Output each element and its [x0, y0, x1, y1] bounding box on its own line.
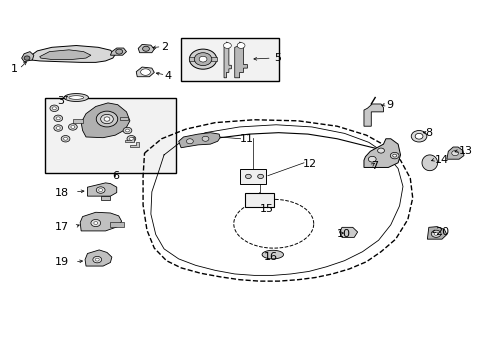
Circle shape: [24, 56, 30, 60]
Circle shape: [410, 131, 426, 142]
Circle shape: [101, 114, 113, 124]
Circle shape: [95, 258, 99, 261]
Circle shape: [56, 127, 60, 130]
Circle shape: [54, 115, 62, 122]
Text: 13: 13: [458, 146, 472, 156]
Circle shape: [451, 150, 458, 156]
Text: 6: 6: [112, 171, 119, 181]
Text: 19: 19: [54, 257, 68, 267]
Polygon shape: [363, 139, 400, 167]
Polygon shape: [110, 48, 126, 55]
Circle shape: [71, 126, 75, 129]
Circle shape: [202, 136, 208, 141]
Bar: [181, 39, 278, 81]
Polygon shape: [178, 133, 220, 148]
Text: 5: 5: [273, 53, 280, 63]
Polygon shape: [73, 119, 82, 123]
Polygon shape: [446, 147, 463, 159]
Polygon shape: [262, 250, 283, 259]
Circle shape: [127, 135, 136, 142]
Circle shape: [104, 117, 110, 121]
Text: 16: 16: [264, 252, 278, 262]
Circle shape: [123, 127, 132, 134]
Circle shape: [63, 137, 67, 140]
Text: 7: 7: [370, 161, 378, 171]
Bar: [44, 98, 176, 173]
Polygon shape: [234, 42, 247, 78]
Polygon shape: [80, 212, 122, 231]
Polygon shape: [64, 94, 88, 102]
Text: 10: 10: [336, 229, 350, 239]
Bar: [239, 169, 266, 184]
Text: 3: 3: [57, 96, 63, 106]
Circle shape: [377, 148, 384, 153]
Circle shape: [430, 230, 440, 237]
Polygon shape: [40, 50, 91, 59]
Circle shape: [68, 124, 77, 130]
Text: 4: 4: [163, 71, 171, 81]
Polygon shape: [136, 67, 154, 77]
Circle shape: [194, 53, 211, 66]
Circle shape: [392, 154, 396, 157]
Polygon shape: [81, 103, 130, 138]
Polygon shape: [427, 226, 446, 239]
Polygon shape: [224, 42, 231, 78]
Circle shape: [61, 135, 70, 142]
Polygon shape: [130, 142, 139, 147]
Polygon shape: [85, 250, 112, 266]
Text: 1: 1: [10, 64, 18, 74]
Circle shape: [414, 134, 422, 139]
Text: 8: 8: [424, 129, 431, 138]
Circle shape: [189, 49, 216, 69]
Circle shape: [50, 105, 59, 112]
Circle shape: [389, 152, 398, 159]
Circle shape: [433, 232, 437, 235]
Circle shape: [99, 189, 102, 192]
Polygon shape: [21, 51, 34, 62]
Circle shape: [96, 111, 118, 127]
Text: 14: 14: [434, 155, 448, 165]
Text: 11: 11: [239, 134, 253, 144]
Circle shape: [367, 156, 375, 162]
Text: 12: 12: [303, 159, 317, 169]
Circle shape: [142, 46, 149, 51]
Polygon shape: [138, 44, 154, 53]
Circle shape: [223, 42, 231, 48]
Polygon shape: [363, 104, 383, 126]
Polygon shape: [120, 117, 128, 120]
Circle shape: [199, 56, 206, 62]
Bar: [245, 193, 273, 207]
Polygon shape: [141, 69, 150, 75]
Polygon shape: [110, 222, 123, 226]
Circle shape: [257, 174, 263, 179]
Text: 9: 9: [385, 100, 392, 110]
Circle shape: [54, 125, 62, 131]
Text: 20: 20: [434, 227, 448, 237]
Polygon shape: [210, 57, 216, 61]
Text: 15: 15: [259, 204, 273, 214]
Polygon shape: [189, 57, 195, 61]
Polygon shape: [87, 183, 117, 196]
Circle shape: [186, 139, 193, 144]
Text: 2: 2: [161, 42, 168, 52]
Circle shape: [129, 137, 133, 140]
Circle shape: [52, 107, 56, 110]
Polygon shape: [339, 227, 357, 237]
Polygon shape: [69, 96, 83, 99]
Polygon shape: [101, 196, 110, 201]
Circle shape: [94, 222, 98, 225]
Circle shape: [116, 49, 122, 54]
Text: 18: 18: [54, 188, 68, 198]
Polygon shape: [25, 45, 115, 62]
Text: 17: 17: [54, 222, 68, 231]
Circle shape: [125, 129, 129, 132]
Circle shape: [93, 256, 102, 263]
Circle shape: [56, 117, 60, 120]
Circle shape: [96, 187, 105, 193]
Polygon shape: [421, 155, 437, 171]
Circle shape: [91, 220, 101, 226]
Polygon shape: [125, 137, 134, 142]
Circle shape: [237, 42, 244, 48]
Circle shape: [245, 174, 251, 179]
